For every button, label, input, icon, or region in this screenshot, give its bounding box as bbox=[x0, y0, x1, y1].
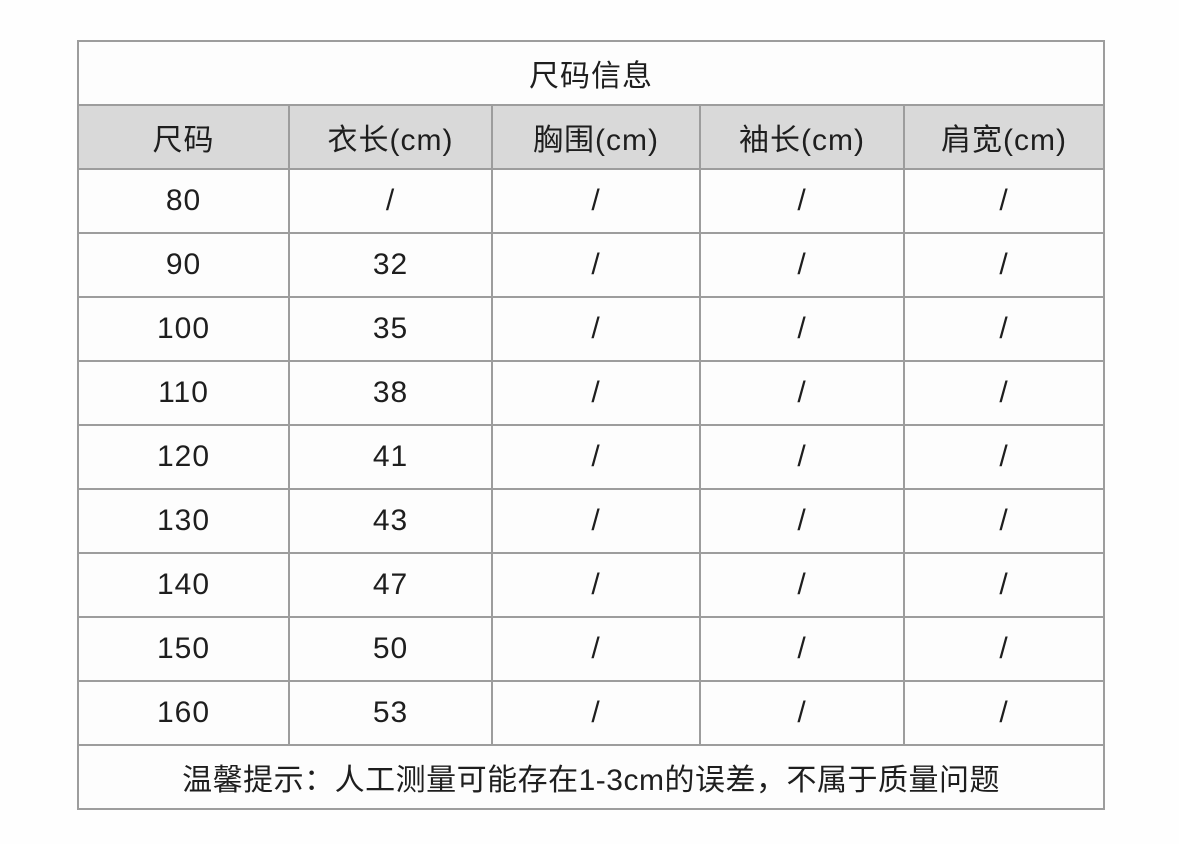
size-info-table: 尺码信息 尺码 衣长(cm) 胸围(cm) 袖长(cm) 肩宽(cm) 80//… bbox=[76, 40, 1106, 810]
measurement-cell: 47 bbox=[288, 552, 493, 618]
size-cell: 90 bbox=[77, 232, 290, 298]
column-header-garment-length: 衣长(cm) bbox=[288, 104, 493, 170]
measurement-cell: 38 bbox=[288, 360, 493, 426]
measurement-cell: / bbox=[491, 296, 701, 362]
measurement-cell: / bbox=[902, 488, 1106, 554]
table-header-row: 尺码 衣长(cm) 胸围(cm) 袖长(cm) 肩宽(cm) bbox=[77, 104, 1106, 170]
table-row: 80// / / bbox=[77, 168, 1106, 234]
measurement-cell: / bbox=[491, 552, 701, 618]
column-header-chest: 胸围(cm) bbox=[491, 104, 701, 170]
measurement-cell: 35 bbox=[288, 296, 493, 362]
table-row: 120 41// / bbox=[77, 424, 1106, 490]
column-header-shoulder-width: 肩宽(cm) bbox=[902, 104, 1106, 170]
measurement-cell: / bbox=[902, 552, 1106, 618]
table-title-row: 尺码信息 bbox=[76, 40, 1106, 106]
measurement-cell: / bbox=[699, 424, 905, 490]
table-row: 100 35// / bbox=[77, 296, 1106, 362]
measurement-cell: / bbox=[699, 360, 905, 426]
measurement-cell: / bbox=[491, 168, 701, 234]
size-cell: 130 bbox=[77, 488, 290, 554]
measurement-cell: / bbox=[902, 232, 1106, 298]
table-row: 160 53// / bbox=[77, 680, 1106, 746]
size-cell: 120 bbox=[77, 424, 290, 490]
measurement-cell: / bbox=[902, 168, 1106, 234]
measurement-cell: 41 bbox=[288, 424, 493, 490]
measurement-cell: / bbox=[699, 232, 905, 298]
table-note: 温馨提示：人工测量可能存在1-3cm的误差，不属于质量问题 bbox=[76, 744, 1106, 810]
table-row: 110 38// / bbox=[77, 360, 1106, 426]
measurement-cell: / bbox=[491, 616, 701, 682]
table-body: 80// //90 32///100 35///110 38///120 41///130… bbox=[77, 168, 1106, 746]
size-cell: 110 bbox=[77, 360, 290, 426]
measurement-cell: / bbox=[902, 616, 1106, 682]
table-row: 150 50// / bbox=[77, 616, 1106, 682]
measurement-cell: 43 bbox=[288, 488, 493, 554]
table-note-row: 温馨提示：人工测量可能存在1-3cm的误差，不属于质量问题 bbox=[76, 744, 1106, 810]
measurement-cell: / bbox=[902, 296, 1106, 362]
measurement-cell: / bbox=[699, 616, 905, 682]
measurement-cell: / bbox=[699, 488, 905, 554]
measurement-cell: / bbox=[491, 488, 701, 554]
measurement-cell: 53 bbox=[288, 680, 493, 746]
measurement-cell: 32 bbox=[288, 232, 493, 298]
column-header-sleeve-length: 袖长(cm) bbox=[699, 104, 905, 170]
size-cell: 80 bbox=[77, 168, 290, 234]
table-row: 130 43// / bbox=[77, 488, 1106, 554]
measurement-cell: / bbox=[902, 360, 1106, 426]
table-title: 尺码信息 bbox=[76, 40, 1106, 106]
size-cell: 150 bbox=[77, 616, 290, 682]
measurement-cell: / bbox=[699, 168, 905, 234]
measurement-cell: / bbox=[491, 424, 701, 490]
measurement-cell: / bbox=[491, 232, 701, 298]
table-row: 140 47// / bbox=[77, 552, 1106, 618]
measurement-cell: / bbox=[699, 680, 905, 746]
measurement-cell: / bbox=[491, 680, 701, 746]
measurement-cell: / bbox=[288, 168, 493, 234]
size-cell: 140 bbox=[77, 552, 290, 618]
measurement-cell: 50 bbox=[288, 616, 493, 682]
measurement-cell: / bbox=[902, 680, 1106, 746]
measurement-cell: / bbox=[699, 552, 905, 618]
measurement-cell: / bbox=[902, 424, 1106, 490]
size-cell: 160 bbox=[77, 680, 290, 746]
measurement-cell: / bbox=[699, 296, 905, 362]
size-cell: 100 bbox=[77, 296, 290, 362]
measurement-cell: / bbox=[491, 360, 701, 426]
column-header-size: 尺码 bbox=[77, 104, 290, 170]
table-row: 90 32// / bbox=[77, 232, 1106, 298]
